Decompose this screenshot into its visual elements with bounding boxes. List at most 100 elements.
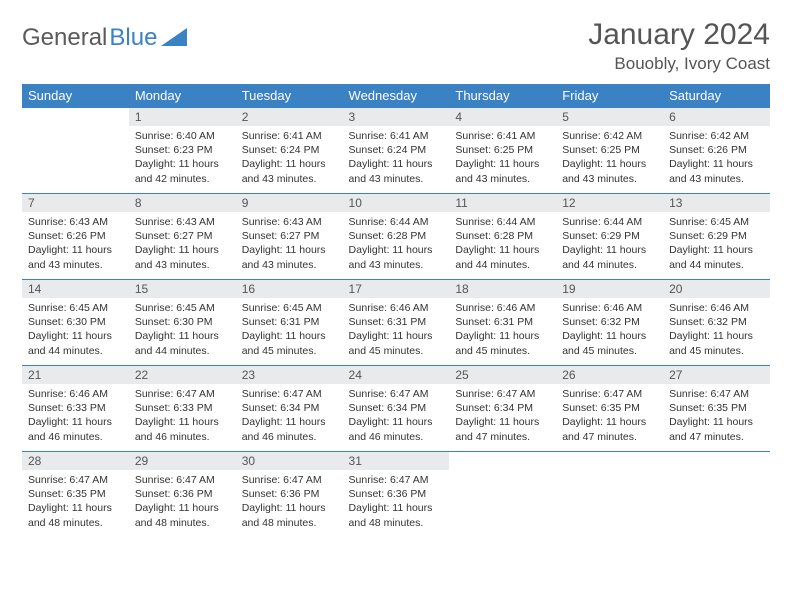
calendar-day-cell: 15Sunrise: 6:45 AMSunset: 6:30 PMDayligh… — [129, 279, 236, 365]
day-details — [449, 470, 556, 479]
day-number: 2 — [236, 107, 343, 126]
calendar-day-cell: 10Sunrise: 6:44 AMSunset: 6:28 PMDayligh… — [343, 193, 450, 279]
calendar-day-cell: 16Sunrise: 6:45 AMSunset: 6:31 PMDayligh… — [236, 279, 343, 365]
calendar-head: SundayMondayTuesdayWednesdayThursdayFrid… — [22, 84, 770, 107]
calendar-empty-cell: . — [663, 451, 770, 537]
weekday-header: Sunday — [22, 84, 129, 107]
day-details: Sunrise: 6:41 AMSunset: 6:25 PMDaylight:… — [449, 126, 556, 192]
calendar-day-cell: 28Sunrise: 6:47 AMSunset: 6:35 PMDayligh… — [22, 451, 129, 537]
logo-word-2: Blue — [109, 24, 157, 52]
calendar-empty-cell: . — [449, 451, 556, 537]
day-number: 30 — [236, 451, 343, 470]
calendar-week-row: 21Sunrise: 6:46 AMSunset: 6:33 PMDayligh… — [22, 365, 770, 451]
calendar-day-cell: 5Sunrise: 6:42 AMSunset: 6:25 PMDaylight… — [556, 107, 663, 193]
calendar-day-cell: 18Sunrise: 6:46 AMSunset: 6:31 PMDayligh… — [449, 279, 556, 365]
day-details: Sunrise: 6:47 AMSunset: 6:34 PMDaylight:… — [236, 384, 343, 450]
calendar-day-cell: 29Sunrise: 6:47 AMSunset: 6:36 PMDayligh… — [129, 451, 236, 537]
calendar-day-cell: 2Sunrise: 6:41 AMSunset: 6:24 PMDaylight… — [236, 107, 343, 193]
day-details: Sunrise: 6:44 AMSunset: 6:28 PMDaylight:… — [449, 212, 556, 278]
calendar-day-cell: 20Sunrise: 6:46 AMSunset: 6:32 PMDayligh… — [663, 279, 770, 365]
day-number: 17 — [343, 279, 450, 298]
calendar-day-cell: 24Sunrise: 6:47 AMSunset: 6:34 PMDayligh… — [343, 365, 450, 451]
calendar-day-cell: 6Sunrise: 6:42 AMSunset: 6:26 PMDaylight… — [663, 107, 770, 193]
day-number: 14 — [22, 279, 129, 298]
day-details: Sunrise: 6:45 AMSunset: 6:30 PMDaylight:… — [129, 298, 236, 364]
day-number: . — [22, 107, 129, 126]
day-details: Sunrise: 6:47 AMSunset: 6:36 PMDaylight:… — [129, 470, 236, 536]
day-details: Sunrise: 6:43 AMSunset: 6:26 PMDaylight:… — [22, 212, 129, 278]
day-number: 24 — [343, 365, 450, 384]
calendar-day-cell: 26Sunrise: 6:47 AMSunset: 6:35 PMDayligh… — [556, 365, 663, 451]
day-details: Sunrise: 6:47 AMSunset: 6:36 PMDaylight:… — [343, 470, 450, 536]
day-number: 3 — [343, 107, 450, 126]
day-number: 20 — [663, 279, 770, 298]
day-details: Sunrise: 6:47 AMSunset: 6:35 PMDaylight:… — [556, 384, 663, 450]
day-number: 22 — [129, 365, 236, 384]
calendar-empty-cell: . — [556, 451, 663, 537]
day-number: 1 — [129, 107, 236, 126]
logo: GeneralBlue — [22, 18, 187, 52]
calendar-day-cell: 13Sunrise: 6:45 AMSunset: 6:29 PMDayligh… — [663, 193, 770, 279]
day-details: Sunrise: 6:47 AMSunset: 6:35 PMDaylight:… — [22, 470, 129, 536]
day-details: Sunrise: 6:43 AMSunset: 6:27 PMDaylight:… — [129, 212, 236, 278]
day-number: 29 — [129, 451, 236, 470]
calendar-day-cell: 9Sunrise: 6:43 AMSunset: 6:27 PMDaylight… — [236, 193, 343, 279]
day-number: 7 — [22, 193, 129, 212]
day-details: Sunrise: 6:41 AMSunset: 6:24 PMDaylight:… — [236, 126, 343, 192]
calendar-day-cell: 4Sunrise: 6:41 AMSunset: 6:25 PMDaylight… — [449, 107, 556, 193]
title-block: January 2024 Bouobly, Ivory Coast — [588, 18, 770, 74]
day-details: Sunrise: 6:44 AMSunset: 6:28 PMDaylight:… — [343, 212, 450, 278]
day-details: Sunrise: 6:47 AMSunset: 6:34 PMDaylight:… — [343, 384, 450, 450]
day-number: 8 — [129, 193, 236, 212]
calendar-day-cell: 12Sunrise: 6:44 AMSunset: 6:29 PMDayligh… — [556, 193, 663, 279]
calendar-week-row: 7Sunrise: 6:43 AMSunset: 6:26 PMDaylight… — [22, 193, 770, 279]
calendar-day-cell: 19Sunrise: 6:46 AMSunset: 6:32 PMDayligh… — [556, 279, 663, 365]
calendar-day-cell: 22Sunrise: 6:47 AMSunset: 6:33 PMDayligh… — [129, 365, 236, 451]
calendar-day-cell: 27Sunrise: 6:47 AMSunset: 6:35 PMDayligh… — [663, 365, 770, 451]
day-details: Sunrise: 6:47 AMSunset: 6:33 PMDaylight:… — [129, 384, 236, 450]
day-number: 5 — [556, 107, 663, 126]
calendar-day-cell: 21Sunrise: 6:46 AMSunset: 6:33 PMDayligh… — [22, 365, 129, 451]
calendar-day-cell: 8Sunrise: 6:43 AMSunset: 6:27 PMDaylight… — [129, 193, 236, 279]
calendar-day-cell: 17Sunrise: 6:46 AMSunset: 6:31 PMDayligh… — [343, 279, 450, 365]
calendar-day-cell: 14Sunrise: 6:45 AMSunset: 6:30 PMDayligh… — [22, 279, 129, 365]
weekday-header: Wednesday — [343, 84, 450, 107]
weekday-header: Saturday — [663, 84, 770, 107]
day-details: Sunrise: 6:42 AMSunset: 6:25 PMDaylight:… — [556, 126, 663, 192]
calendar-day-cell: 3Sunrise: 6:41 AMSunset: 6:24 PMDaylight… — [343, 107, 450, 193]
day-details: Sunrise: 6:46 AMSunset: 6:32 PMDaylight:… — [556, 298, 663, 364]
logo-word-1: General — [22, 24, 107, 52]
day-details — [22, 126, 129, 135]
day-number: 27 — [663, 365, 770, 384]
day-number: . — [663, 451, 770, 470]
day-details: Sunrise: 6:41 AMSunset: 6:24 PMDaylight:… — [343, 126, 450, 192]
day-number: 6 — [663, 107, 770, 126]
day-details: Sunrise: 6:45 AMSunset: 6:31 PMDaylight:… — [236, 298, 343, 364]
day-number: 4 — [449, 107, 556, 126]
calendar-day-cell: 30Sunrise: 6:47 AMSunset: 6:36 PMDayligh… — [236, 451, 343, 537]
day-details: Sunrise: 6:45 AMSunset: 6:29 PMDaylight:… — [663, 212, 770, 278]
calendar-week-row: 28Sunrise: 6:47 AMSunset: 6:35 PMDayligh… — [22, 451, 770, 537]
calendar-table: SundayMondayTuesdayWednesdayThursdayFrid… — [22, 84, 770, 537]
calendar-day-cell: 7Sunrise: 6:43 AMSunset: 6:26 PMDaylight… — [22, 193, 129, 279]
day-details — [663, 470, 770, 479]
day-details: Sunrise: 6:47 AMSunset: 6:36 PMDaylight:… — [236, 470, 343, 536]
day-details: Sunrise: 6:44 AMSunset: 6:29 PMDaylight:… — [556, 212, 663, 278]
calendar-body: .1Sunrise: 6:40 AMSunset: 6:23 PMDayligh… — [22, 107, 770, 537]
calendar-day-cell: 11Sunrise: 6:44 AMSunset: 6:28 PMDayligh… — [449, 193, 556, 279]
day-details: Sunrise: 6:42 AMSunset: 6:26 PMDaylight:… — [663, 126, 770, 192]
day-number: 23 — [236, 365, 343, 384]
weekday-header: Tuesday — [236, 84, 343, 107]
day-number: 16 — [236, 279, 343, 298]
day-details: Sunrise: 6:46 AMSunset: 6:33 PMDaylight:… — [22, 384, 129, 450]
calendar-day-cell: 31Sunrise: 6:47 AMSunset: 6:36 PMDayligh… — [343, 451, 450, 537]
calendar-week-row: .1Sunrise: 6:40 AMSunset: 6:23 PMDayligh… — [22, 107, 770, 193]
calendar-week-row: 14Sunrise: 6:45 AMSunset: 6:30 PMDayligh… — [22, 279, 770, 365]
month-title: January 2024 — [588, 18, 770, 52]
weekday-header: Friday — [556, 84, 663, 107]
page-header: GeneralBlue January 2024 Bouobly, Ivory … — [22, 18, 770, 74]
day-number: 26 — [556, 365, 663, 384]
day-details: Sunrise: 6:43 AMSunset: 6:27 PMDaylight:… — [236, 212, 343, 278]
day-number: 10 — [343, 193, 450, 212]
day-number: 15 — [129, 279, 236, 298]
